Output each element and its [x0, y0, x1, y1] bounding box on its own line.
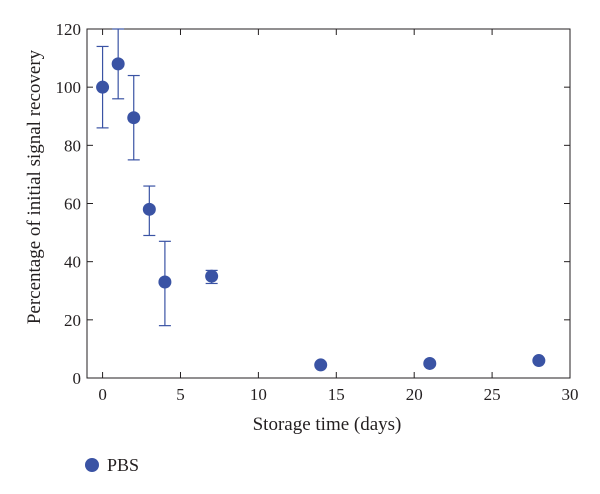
y-tick-label: 100 — [56, 78, 82, 97]
data-point — [142, 202, 156, 216]
y-tick-label: 20 — [64, 311, 81, 330]
legend: PBS — [85, 455, 139, 475]
data-point — [111, 57, 125, 71]
data-point — [423, 356, 437, 370]
legend-marker — [85, 458, 99, 472]
y-axis: 0 20 40 60 80 100 120 — [56, 20, 570, 388]
data-point — [532, 354, 546, 368]
data-point — [127, 111, 141, 125]
x-axis: 0 5 10 15 20 25 30 — [98, 29, 579, 404]
data-point — [205, 269, 219, 283]
x-tick-label: 20 — [406, 385, 423, 404]
y-tick-label: 120 — [56, 20, 82, 39]
error-bars — [96, 28, 545, 363]
y-axis-title: Percentage of initial signal recovery — [24, 49, 45, 324]
x-tick-label: 15 — [328, 385, 345, 404]
data-point — [314, 358, 328, 372]
x-tick-label: 30 — [562, 385, 579, 404]
x-tick-label: 10 — [250, 385, 267, 404]
y-tick-label: 40 — [64, 253, 81, 272]
x-tick-label: 25 — [484, 385, 501, 404]
x-axis-title: Storage time (days) — [253, 414, 402, 435]
x-tick-label: 5 — [176, 385, 185, 404]
legend-label: PBS — [107, 455, 139, 475]
data-point — [158, 275, 172, 289]
y-tick-label: 60 — [64, 195, 81, 214]
data-point — [96, 80, 110, 94]
data-points — [96, 57, 546, 372]
y-tick-label: 80 — [64, 136, 81, 155]
y-tick-label: 0 — [73, 369, 82, 388]
x-tick-label: 0 — [98, 385, 107, 404]
